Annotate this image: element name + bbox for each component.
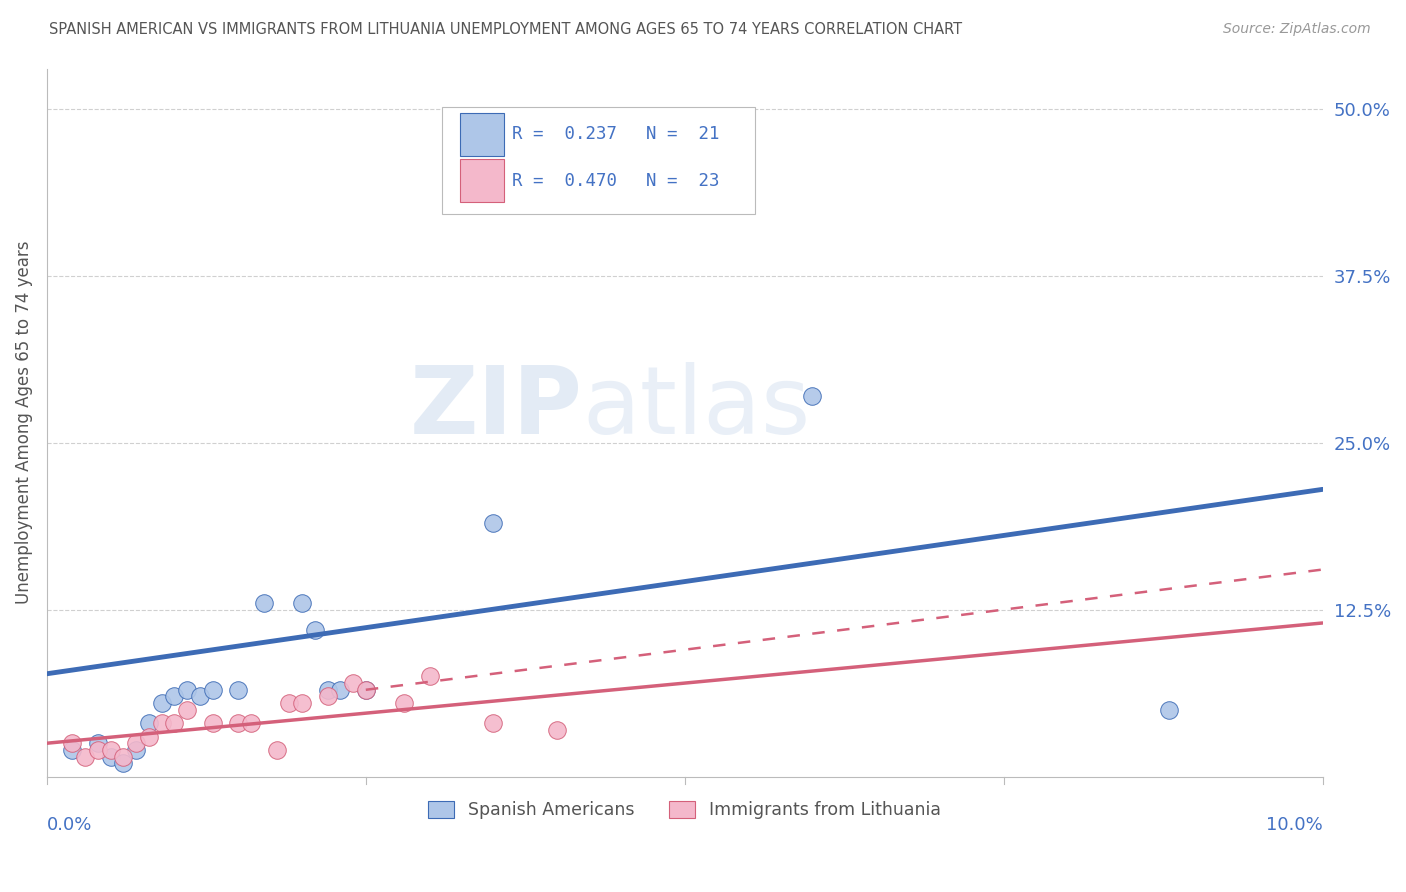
FancyBboxPatch shape <box>443 107 755 214</box>
Point <box>60 736 83 750</box>
Point <box>419 669 441 683</box>
Text: 10.0%: 10.0% <box>1265 815 1323 833</box>
Point <box>188 690 211 704</box>
Text: N =  23: N = 23 <box>647 172 720 190</box>
Point <box>342 676 364 690</box>
Point <box>291 596 314 610</box>
Point <box>253 596 276 610</box>
Legend: Spanish Americans, Immigrants from Lithuania: Spanish Americans, Immigrants from Lithu… <box>419 792 950 828</box>
Point <box>354 682 377 697</box>
Point <box>150 716 173 731</box>
Point <box>266 743 288 757</box>
Point <box>354 682 377 697</box>
Point <box>316 682 339 697</box>
Point <box>226 682 249 697</box>
Text: 0.0%: 0.0% <box>46 815 93 833</box>
Point <box>316 690 339 704</box>
Y-axis label: Unemployment Among Ages 65 to 74 years: Unemployment Among Ages 65 to 74 years <box>15 241 32 604</box>
FancyBboxPatch shape <box>460 112 503 156</box>
Point <box>291 696 314 710</box>
Point <box>100 743 122 757</box>
Point <box>482 516 505 530</box>
Text: R =  0.470: R = 0.470 <box>513 172 617 190</box>
Text: Source: ZipAtlas.com: Source: ZipAtlas.com <box>1223 22 1371 37</box>
FancyBboxPatch shape <box>460 159 503 202</box>
Point <box>138 730 160 744</box>
Point <box>75 749 97 764</box>
Point <box>100 749 122 764</box>
Point <box>278 696 301 710</box>
Point <box>60 743 83 757</box>
Point <box>87 736 110 750</box>
Point <box>482 716 505 731</box>
Text: atlas: atlas <box>582 362 811 454</box>
Point <box>112 749 135 764</box>
Point <box>201 682 224 697</box>
Text: N =  21: N = 21 <box>647 125 720 143</box>
Text: ZIP: ZIP <box>409 362 582 454</box>
Point <box>1159 703 1181 717</box>
Point <box>801 389 824 403</box>
Point <box>546 723 568 737</box>
Point <box>138 716 160 731</box>
Point <box>150 696 173 710</box>
Text: SPANISH AMERICAN VS IMMIGRANTS FROM LITHUANIA UNEMPLOYMENT AMONG AGES 65 TO 74 Y: SPANISH AMERICAN VS IMMIGRANTS FROM LITH… <box>49 22 962 37</box>
Point <box>176 703 198 717</box>
Point <box>163 690 186 704</box>
Point <box>201 716 224 731</box>
Point <box>125 743 148 757</box>
Point <box>304 623 326 637</box>
Point <box>392 696 415 710</box>
Point <box>329 682 352 697</box>
Text: R =  0.237: R = 0.237 <box>513 125 617 143</box>
Point <box>226 716 249 731</box>
Point <box>87 743 110 757</box>
Point <box>112 756 135 771</box>
Point <box>125 736 148 750</box>
Point <box>163 716 186 731</box>
Point <box>240 716 263 731</box>
Point <box>176 682 198 697</box>
